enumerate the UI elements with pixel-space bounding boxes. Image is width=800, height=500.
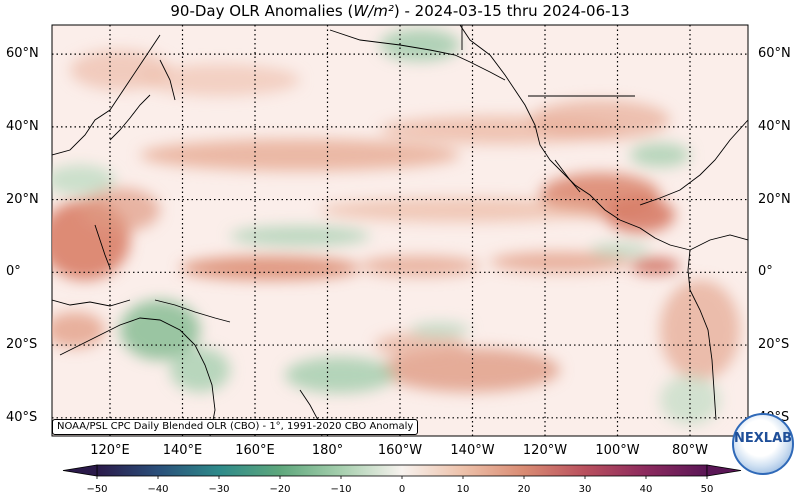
colorbar-min-extension — [62, 464, 98, 477]
colorbar-tick-label: −10 — [330, 484, 352, 495]
latitude-label-right: 40°N — [758, 118, 791, 134]
nexlab-logo: NEXLAB — [732, 413, 794, 475]
longitude-label: 180° — [311, 443, 344, 458]
colorbar-tick-label: −40 — [147, 484, 169, 495]
latitude-label-right: 60°N — [758, 46, 791, 62]
latitude-label-left: 40°N — [6, 118, 39, 134]
colorbar-tick-label: 20 — [517, 484, 531, 495]
latitude-label-left: 40°S — [6, 409, 38, 425]
latitude-label-left: 20°N — [6, 191, 39, 207]
latitude-label-right: 0° — [758, 264, 773, 280]
title-unit: W/m² — [353, 2, 394, 20]
colorbar-tick-label: 30 — [578, 484, 592, 495]
longitude-label: 140°W — [450, 443, 495, 458]
latitude-label-left: 60°N — [6, 46, 39, 62]
title-suffix: ) - 2024-03-15 thru 2024-06-13 — [393, 2, 630, 20]
longitude-label: 160°W — [377, 443, 423, 458]
colorbar-tick-label: 40 — [639, 484, 653, 495]
latitude-label-left: 0° — [6, 264, 21, 280]
longitude-label: 80°W — [672, 443, 708, 458]
colorbar-tick-label: −20 — [269, 484, 291, 495]
graticule — [52, 25, 748, 436]
title-prefix: 90-Day OLR Anomalies ( — [170, 2, 354, 20]
colorbar — [62, 464, 742, 479]
colorbar-tick-label: −50 — [86, 484, 108, 495]
latitude-label-right: 20°N — [758, 191, 791, 207]
coastlines — [52, 25, 748, 436]
colorbar-tick-label: 0 — [398, 484, 406, 495]
colorbar-tick-label: 50 — [700, 484, 714, 495]
colorbar-max-extension — [706, 464, 742, 477]
colorbar-tick-label: −30 — [208, 484, 230, 495]
longitude-label: 120°W — [522, 443, 568, 458]
data-credit: NOAA/PSL CPC Daily Blended OLR (CBO) - 1… — [52, 419, 419, 435]
longitude-label: 160°E — [235, 443, 275, 458]
colorbar-tick-label: 10 — [456, 484, 470, 495]
longitude-label: 140°E — [162, 443, 203, 458]
latitude-label-left: 20°S — [6, 337, 38, 353]
logo-text: NEXLAB — [734, 431, 793, 446]
anomaly-field — [52, 29, 740, 425]
longitude-label: 120°E — [90, 443, 130, 458]
longitude-label: 100°W — [595, 443, 640, 458]
map-title: 90-Day OLR Anomalies (W/m²) - 2024-03-15… — [0, 0, 800, 22]
colorbar-gradient — [96, 464, 708, 477]
latitude-label-right: 20°S — [758, 337, 790, 353]
